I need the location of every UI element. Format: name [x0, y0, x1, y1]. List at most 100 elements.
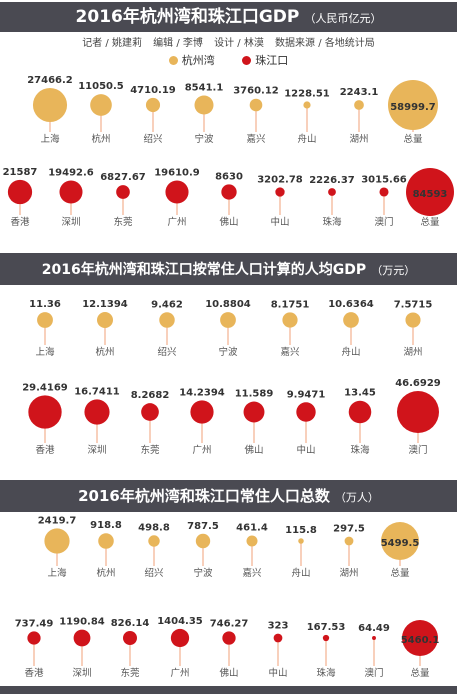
gdp-title: 2016年杭州湾和珠江口GDP [75, 7, 300, 27]
legend-label-pearl-river: 珠江口 [255, 54, 289, 67]
city-label: 香港 [10, 216, 30, 228]
value-label: 2243.1 [340, 87, 379, 98]
city-label: 绍兴 [157, 346, 176, 358]
bubble-pearl [348, 400, 372, 424]
city-label: 佛山 [219, 216, 238, 228]
city-label: 宁波 [218, 346, 238, 358]
value-label: 3760.12 [233, 86, 279, 97]
bubble-hangzhou [98, 533, 114, 549]
city-label: 广州 [192, 444, 211, 456]
value-label: 11.589 [235, 389, 274, 400]
bubble-hangzhou [282, 312, 298, 328]
city-label: 杭州 [91, 133, 110, 145]
bubble-pearl [73, 629, 91, 647]
bubble-hangzhou [388, 80, 438, 130]
value-label: 27466.2 [27, 75, 73, 86]
value-label: 21587 [3, 167, 38, 178]
legend-label-hangzhou-bay: 杭州湾 [181, 54, 215, 67]
city-label: 深圳 [72, 668, 91, 679]
value-label: 8630 [215, 171, 243, 182]
bubble-pearl [379, 187, 389, 197]
value-label: 13.45 [344, 388, 376, 399]
city-label: 上海 [35, 346, 55, 358]
value-label: 737.49 [15, 618, 54, 629]
bubble-pearl [190, 400, 214, 424]
value-label: 3202.78 [257, 174, 303, 185]
credit-source: 数据来源 / 各地统计局 [275, 38, 375, 49]
city-label: 东莞 [113, 216, 133, 228]
city-label: 珠海 [350, 444, 370, 456]
city-label: 嘉兴 [280, 346, 299, 358]
value-label: 3015.66 [361, 174, 407, 185]
value-label: 2419.7 [38, 515, 77, 526]
legend-item-hangzhou-bay: 杭州湾 [168, 52, 215, 68]
value-label: 297.5 [333, 524, 365, 535]
population-section-header: 2016年杭州湾和珠江口常住人口总数 （万人） [0, 480, 457, 512]
bubble-hangzhou [249, 98, 263, 112]
bubble-pearl [296, 402, 316, 422]
value-label: 10.6364 [328, 299, 374, 310]
value-label: 11.36 [29, 299, 61, 310]
bubble-pearl [275, 187, 285, 197]
city-label: 湖州 [403, 347, 422, 358]
value-label: 461.4 [236, 522, 268, 533]
city-label: 湖州 [339, 568, 358, 579]
value-label: 1228.51 [284, 88, 330, 99]
bubble-pearl [170, 628, 190, 648]
credit-designer: 设计 / 林漠 [214, 38, 264, 49]
bubble-pearl [322, 634, 330, 642]
per-capita-title: 2016年杭州湾和珠江口按常住人口计算的人均GDP [41, 262, 367, 278]
city-label: 舟山 [297, 133, 316, 145]
bubble-pearl [165, 180, 189, 204]
city-label: 深圳 [61, 217, 80, 228]
city-label: 舟山 [291, 567, 310, 579]
bubble-pearl [222, 631, 236, 645]
city-label: 香港 [35, 444, 55, 456]
bubble-pearl [402, 620, 438, 656]
bubble-hangzhou [298, 538, 304, 544]
value-label: 918.8 [90, 520, 122, 531]
bubble-pearl [406, 168, 454, 216]
city-label: 广州 [170, 667, 189, 679]
value-label: 10.8804 [205, 299, 251, 310]
city-label: 宁波 [193, 567, 213, 579]
value-label: 746.27 [210, 618, 249, 629]
city-label: 广州 [167, 216, 186, 228]
value-label: 7.5715 [394, 299, 433, 310]
value-label: 11050.5 [78, 81, 124, 92]
credit-reporter: 记者 / 姚建莉 [82, 38, 142, 49]
bubble-hangzhou [381, 522, 419, 560]
city-label: 东莞 [140, 444, 160, 456]
city-label: 宁波 [194, 133, 214, 145]
bubble-hangzhou [159, 312, 175, 328]
per-capita-section-header: 2016年杭州湾和珠江口按常住人口计算的人均GDP （万元） [0, 253, 457, 285]
city-label: 总量 [390, 567, 410, 579]
city-label: 上海 [40, 133, 60, 145]
bubble-hangzhou [303, 101, 311, 109]
bubble-hangzhou [194, 95, 214, 115]
bubble-pearl [372, 636, 376, 640]
city-label: 东莞 [120, 667, 140, 679]
value-label: 5460.1 [401, 635, 440, 646]
legend-swatch-pearl-river [242, 56, 252, 65]
gdp-section-header: 2016年杭州湾和珠江口GDP （人民币亿元） [0, 2, 457, 32]
value-label: 323 [268, 621, 289, 632]
bubble-hangzhou [97, 312, 113, 328]
city-label: 澳门 [374, 216, 393, 228]
bubble-pearl [27, 631, 41, 645]
value-label: 787.5 [187, 521, 219, 532]
value-label: 8541.1 [185, 82, 224, 93]
bubble-pearl [243, 401, 265, 423]
bubble-hangzhou [220, 312, 236, 328]
city-label: 杭州 [96, 567, 115, 579]
value-label: 826.14 [111, 618, 150, 629]
city-label: 总量 [403, 133, 423, 145]
city-label: 珠海 [322, 216, 342, 228]
value-label: 1190.84 [59, 617, 105, 628]
bubble-pearl [7, 179, 33, 205]
bubble-pearl [122, 630, 138, 646]
bubble-hangzhou [145, 97, 161, 113]
bubble-pearl [84, 399, 110, 425]
bubble-hangzhou [344, 536, 354, 546]
